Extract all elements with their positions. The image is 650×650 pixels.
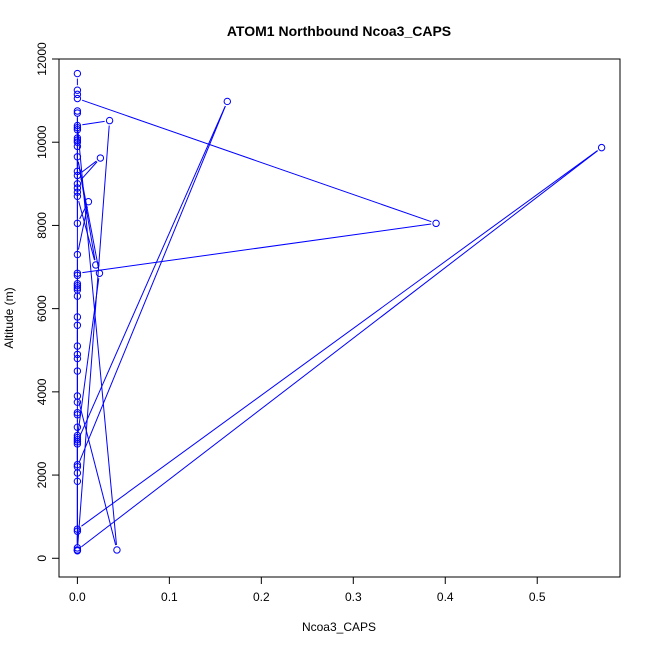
- series-segment: [82, 120, 105, 126]
- series-segment: [77, 278, 100, 433]
- data-point: [73, 460, 82, 469]
- x-tick-label: 0.4: [437, 590, 454, 604]
- data-point: [73, 282, 82, 290]
- data-point: [73, 408, 82, 417]
- data-point: [73, 167, 82, 176]
- data-point: [84, 198, 93, 206]
- data-point: [73, 180, 82, 188]
- series-segment: [82, 223, 432, 274]
- data-point: [73, 423, 82, 431]
- data-point: [73, 354, 82, 363]
- data-point: [73, 284, 82, 292]
- data-point: [597, 143, 606, 152]
- data-point: [73, 469, 82, 477]
- x-axis: 0.0 0.1 0.2 0.3 0.4 0.5: [69, 576, 546, 604]
- data-point: [96, 154, 105, 162]
- y-tick-label: 10000: [35, 125, 49, 159]
- y-tick-label: 6000: [35, 295, 49, 322]
- data-point: [73, 250, 82, 259]
- x-tick-label: 0.2: [253, 590, 270, 604]
- y-tick-label: 12000: [35, 42, 49, 76]
- data-point: [73, 350, 82, 359]
- x-axis-label: Ncoa3_CAPS: [302, 620, 376, 634]
- data-point: [73, 138, 82, 146]
- data-point: [73, 219, 82, 228]
- x-tick-label: 0.1: [161, 590, 178, 604]
- data-point: [113, 546, 121, 554]
- series-segment: [78, 105, 226, 438]
- data-point: [73, 440, 82, 448]
- data-point: [73, 435, 82, 444]
- series-segment: [79, 205, 87, 220]
- data-point: [73, 477, 82, 486]
- y-tick-label: 4000: [35, 378, 49, 405]
- data-point: [73, 142, 82, 151]
- data-point: [73, 153, 82, 161]
- y-tick-label: 0: [35, 555, 49, 562]
- data-point: [73, 271, 82, 280]
- data-point: [73, 192, 82, 201]
- data-point: [73, 184, 82, 192]
- data-point: [95, 269, 104, 277]
- data-point: [73, 525, 82, 533]
- y-tick-label: 2000: [35, 461, 49, 488]
- data-point: [73, 69, 82, 78]
- data-point: [73, 126, 82, 134]
- data-point: [73, 86, 82, 94]
- data-point: [73, 342, 82, 350]
- x-tick-label: 0.5: [529, 590, 546, 604]
- data-point: [73, 367, 82, 375]
- data-point: [73, 171, 82, 180]
- y-tick-label: 8000: [35, 212, 49, 239]
- data-point: [73, 121, 82, 130]
- data-point: [223, 97, 232, 106]
- data-point: [73, 94, 82, 103]
- series-segment: [77, 125, 110, 546]
- data-point: [73, 90, 82, 99]
- data-point: [73, 188, 82, 196]
- series-layer: [73, 69, 606, 555]
- chart-title: ATOM1 Northbound Ncoa3_CAPS: [227, 23, 451, 39]
- data-point: [73, 544, 82, 552]
- data-point: [73, 431, 82, 440]
- data-point: [73, 123, 82, 132]
- data-point: [73, 313, 82, 321]
- data-point: [73, 411, 82, 419]
- series-segment: [77, 206, 88, 250]
- data-point: [73, 547, 82, 555]
- data-point: [73, 109, 82, 117]
- data-point: [73, 398, 82, 406]
- series-segment: [80, 161, 98, 181]
- data-point: [105, 116, 114, 125]
- data-point: [73, 134, 82, 142]
- series-segment: [78, 201, 95, 261]
- series-segment: [78, 105, 226, 463]
- y-axis-label: Altitude (m): [2, 287, 16, 348]
- series-segment: [81, 99, 432, 223]
- data-point: [73, 107, 82, 115]
- data-point: [73, 269, 82, 277]
- series-segment: [81, 160, 97, 173]
- data-point: [73, 527, 82, 535]
- x-tick-label: 0.0: [69, 590, 86, 604]
- y-axis: 0 2000 4000 6000 8000 10000 12000: [35, 42, 60, 562]
- x-tick-label: 0.3: [345, 590, 362, 604]
- data-point: [73, 321, 82, 329]
- data-point: [73, 279, 82, 288]
- data-point: [73, 292, 82, 300]
- data-point: [92, 261, 100, 269]
- series-segment: [81, 150, 598, 527]
- data-point: [432, 219, 440, 228]
- series-segment: [81, 150, 598, 548]
